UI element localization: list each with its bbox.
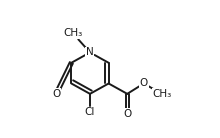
Text: N: N	[86, 47, 94, 57]
Text: CH₃: CH₃	[63, 28, 82, 38]
Text: O: O	[123, 109, 131, 119]
Text: CH₃: CH₃	[152, 89, 171, 99]
Text: O: O	[52, 89, 60, 99]
Text: Cl: Cl	[85, 108, 95, 117]
Text: O: O	[140, 79, 148, 88]
